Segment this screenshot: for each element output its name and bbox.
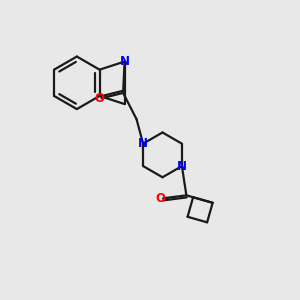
Text: N: N [177, 160, 187, 172]
Text: O: O [94, 92, 104, 105]
Text: N: N [138, 137, 148, 150]
Text: O: O [155, 192, 165, 205]
Text: N: N [120, 55, 130, 68]
